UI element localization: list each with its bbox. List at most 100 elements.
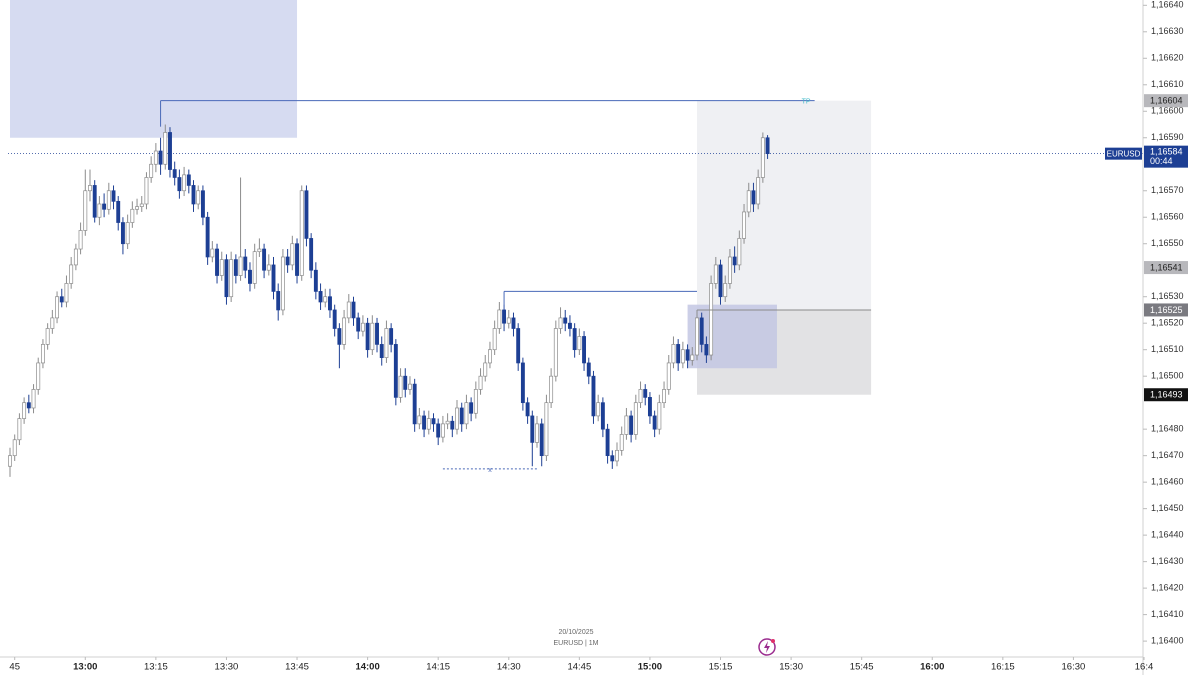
y-tick-label: 1,16510 [1151, 344, 1184, 354]
candle-body [224, 259, 229, 298]
candle-body [379, 344, 384, 358]
candle-body [97, 203, 102, 218]
candle-body [760, 137, 765, 178]
candle-body [92, 185, 97, 218]
candle-body [337, 328, 342, 345]
y-tick-label: 1,16630 [1151, 26, 1184, 36]
x-tick-label: 16:30 [1062, 662, 1086, 673]
drawing-label: TP [802, 99, 811, 106]
candle-body [252, 251, 257, 284]
candle-body [520, 362, 525, 404]
candle-body [563, 317, 568, 324]
candle-body [671, 344, 676, 364]
zone [696, 100, 872, 310]
candle-body [370, 322, 375, 351]
candle-body [685, 349, 690, 361]
candle-body [55, 296, 60, 319]
candle-body [709, 283, 714, 356]
candle-body [219, 259, 224, 276]
candle-body [436, 423, 441, 438]
candle-body [535, 423, 539, 443]
candle-body [328, 296, 332, 311]
candle-body [342, 317, 347, 345]
candle-body [88, 185, 92, 192]
candle-body [130, 208, 135, 223]
symbol-tag [1105, 147, 1142, 160]
candle-body [455, 407, 459, 430]
candle-body [45, 328, 50, 345]
candle-body [704, 344, 709, 356]
zone [10, 0, 298, 138]
candle-body [50, 317, 55, 329]
candle-body [737, 238, 742, 266]
x-tick-label: 14:15 [426, 662, 450, 673]
candle-body [205, 216, 210, 258]
x-tick-label: 13:45 [285, 662, 309, 673]
candle-body [464, 402, 469, 425]
plot-area: TP x [8, 0, 1143, 477]
candle-body [299, 190, 304, 276]
candle-body [586, 362, 591, 377]
candle-body [690, 354, 695, 361]
candle-body [389, 328, 394, 345]
candle-body [168, 132, 172, 170]
y-tick-label: 1,16620 [1151, 53, 1184, 63]
candle-body [83, 190, 88, 231]
candle-body [163, 132, 168, 165]
y-tick-label: 1,16550 [1151, 238, 1184, 248]
candle-body [290, 243, 295, 266]
candle-body [610, 455, 615, 462]
candle-body [615, 450, 619, 462]
candle-body [360, 322, 365, 332]
candle-body [280, 256, 285, 311]
y-tick-label: 1,16450 [1151, 503, 1184, 513]
candle-body [408, 383, 412, 390]
candle-body [680, 349, 685, 364]
candle-body [445, 420, 450, 425]
candle-body [106, 190, 111, 210]
candle-body [323, 296, 328, 303]
candle-body [723, 283, 728, 298]
candle-body [502, 309, 507, 324]
candle-body [629, 415, 634, 435]
candle-body [313, 269, 318, 292]
x-tick-label: 15:30 [779, 662, 803, 673]
alert-icon[interactable] [758, 638, 776, 656]
x-tick-label: 13:30 [215, 662, 239, 673]
candle-body [238, 256, 243, 276]
candle-body [459, 407, 464, 425]
candle-body [742, 211, 746, 239]
candle-body [732, 256, 737, 266]
candle-body [233, 259, 238, 276]
candle-body [652, 415, 657, 430]
drawing-label: x [488, 467, 492, 474]
candle-body [572, 328, 577, 351]
x-tick-label: 13:00 [73, 662, 97, 673]
candle-body [135, 206, 139, 210]
y-tick-label: 1,16570 [1151, 185, 1184, 195]
candle-body [17, 418, 22, 441]
current-price-label: 1,16584 [1150, 147, 1183, 157]
price-tag-label: 1,16525 [1150, 305, 1183, 315]
candle-body [591, 375, 596, 417]
candle-body [69, 264, 74, 284]
x-tick-label: 13:15 [144, 662, 168, 673]
candle-body [638, 389, 643, 404]
candle-body [215, 248, 219, 276]
candle-body [398, 375, 403, 398]
candle-body [59, 296, 64, 303]
candle-body [102, 203, 107, 210]
candle-body [412, 383, 417, 425]
candle-body [73, 248, 78, 266]
candle-body [318, 291, 323, 303]
candle-body [149, 163, 154, 178]
candle-body [125, 222, 130, 245]
candle-body [619, 434, 624, 451]
candle-body [718, 264, 723, 298]
y-tick-label: 1,16610 [1151, 79, 1184, 89]
candle-body [304, 190, 309, 239]
candle-body [624, 415, 629, 435]
candle-body [393, 344, 398, 398]
candle-body [727, 256, 732, 284]
candle-body [666, 362, 671, 390]
